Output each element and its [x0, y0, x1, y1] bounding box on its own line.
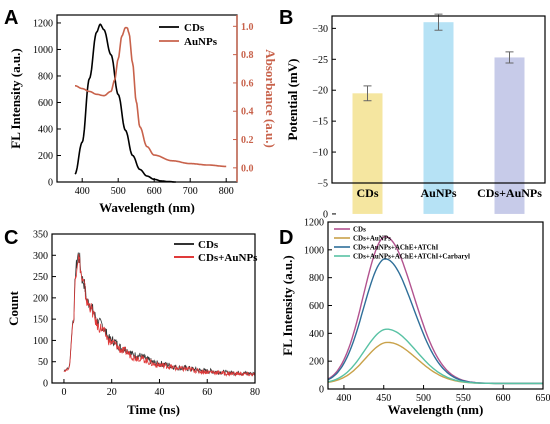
- y-axis-label: FL Intensity (a.u.): [8, 48, 23, 148]
- y-tick-label: 200: [309, 357, 324, 368]
- y-tick-label: −25: [312, 55, 328, 66]
- y-tick-label: 1200: [33, 18, 53, 29]
- y2-axis-label: Absorbance (a.u.): [263, 49, 278, 148]
- x-tick-label: 80: [250, 387, 260, 398]
- series-line-1: [327, 341, 543, 385]
- x-tick-label: 20: [107, 387, 117, 398]
- y-tick-label: 600: [38, 98, 53, 109]
- y-tick-label: 250: [33, 272, 48, 283]
- x-tick-label: 400: [75, 186, 90, 197]
- y-tick-label: 50: [38, 357, 48, 368]
- bar-aunps: [423, 22, 454, 214]
- x-tick-label: 700: [183, 186, 198, 197]
- y-tick-label: 400: [38, 124, 53, 135]
- x-tick-label: 450: [376, 393, 391, 404]
- y-tick-label: −30: [312, 24, 328, 35]
- y-tick-label: −10: [312, 148, 328, 159]
- y-tick-label: −5: [317, 179, 328, 190]
- x-tick-label: 500: [416, 393, 431, 404]
- y-tick-label: −15: [312, 117, 328, 128]
- y-axis-label: Potential (mV): [285, 59, 300, 141]
- y-tick-label: 0: [48, 178, 53, 189]
- y-tick-label: 1200: [304, 218, 324, 229]
- y-tick-label: 800: [309, 273, 324, 284]
- y2-tick-label: 1.0: [241, 22, 254, 33]
- legend-label: AuNPs: [184, 36, 218, 48]
- panel-a-letter: A: [4, 7, 18, 29]
- y2-tick-label: 0.4: [241, 107, 254, 118]
- x-axis-label: Wavelength (nm): [99, 200, 195, 215]
- category-label: AuNPs: [420, 186, 456, 200]
- panel-c-letter: C: [4, 227, 18, 249]
- panel-b-letter: B: [279, 7, 293, 29]
- panel-b: B CDs AuNPs CDs+AuNPs 0 −5 −10 −15 −20 −25 −30 Pote…: [279, 7, 546, 220]
- x-tick-label: 800: [219, 186, 234, 197]
- y-tick-label: 300: [33, 251, 48, 262]
- series-line-aunps: [75, 26, 227, 168]
- x-tick-label: 400: [336, 393, 351, 404]
- bar-cds: [352, 93, 383, 214]
- y-axis-label: FL Intensity (a.u.): [280, 255, 295, 355]
- series-line-cds: [74, 23, 176, 183]
- x-tick-label: 60: [202, 387, 212, 398]
- panel-d: D 400 450 500 550 600 650 0 200 400 600 800 1000 1200…: [279, 218, 550, 418]
- y-tick-label: 0: [43, 379, 48, 390]
- y2-tick-label: 0.0: [241, 163, 254, 174]
- y2-tick-label: 0.6: [241, 78, 254, 89]
- plot-frame: [331, 15, 546, 184]
- y-tick-label: −20: [312, 86, 328, 97]
- y-tick-label: 100: [33, 336, 48, 347]
- legend-label: CDs: [184, 22, 205, 34]
- legend-label: CDs: [198, 239, 219, 251]
- panel-c: C 0 20 40 60 80 0 50 100 150 200 250 300 350 Time (ns)…: [4, 227, 260, 417]
- y-tick-label: 200: [38, 151, 53, 162]
- y2-tick-label: 0.8: [241, 50, 254, 61]
- y-tick-label: 200: [33, 293, 48, 304]
- y-tick-label: 400: [309, 329, 324, 340]
- series-line-1: [63, 254, 255, 377]
- x-tick-label: 600: [496, 393, 511, 404]
- x-axis-label: Time (ns): [127, 402, 180, 417]
- panel-d-letter: D: [279, 227, 293, 249]
- y-tick-label: 350: [33, 230, 48, 241]
- y-tick-label: 150: [33, 315, 48, 326]
- legend-label: CDs: [353, 226, 366, 234]
- y-tick-label: 1000: [33, 45, 53, 56]
- x-axis-label: Wavelength (nm): [388, 402, 484, 417]
- series-line-3: [327, 328, 543, 385]
- x-tick-label: 0: [61, 387, 66, 398]
- x-tick-label: 650: [536, 393, 550, 404]
- y-axis-label: Count: [6, 290, 21, 325]
- x-tick-label: 550: [456, 393, 471, 404]
- legend-label: CDs+AuNPs: [198, 252, 258, 264]
- panel-a: A 400 500 600 700 800 0 200 400 600 800 1000 1200 0.0…: [4, 7, 278, 215]
- y2-tick-label: 0.2: [241, 135, 254, 146]
- x-tick-label: 500: [111, 186, 126, 197]
- y-tick-label: 0: [323, 209, 328, 220]
- category-label: CDs+AuNPs: [477, 186, 542, 200]
- legend-label: CDs+AuNPs: [353, 235, 391, 243]
- category-label: CDs: [356, 186, 378, 200]
- plot-frame: [51, 233, 256, 384]
- legend-label: CDs+AuNPs+AChE+ATChI+Carbaryl: [353, 253, 470, 261]
- y-tick-label: 1000: [304, 245, 324, 256]
- legend-label: CDs+AuNPs+AChE+ATChI: [353, 244, 439, 252]
- bar-cds-aunps: [494, 57, 525, 214]
- y-tick-label: 800: [38, 71, 53, 82]
- y-tick-label: 600: [309, 301, 324, 312]
- x-tick-label: 600: [147, 186, 162, 197]
- y-tick-label: 0: [319, 385, 324, 396]
- x-tick-label: 40: [154, 387, 164, 398]
